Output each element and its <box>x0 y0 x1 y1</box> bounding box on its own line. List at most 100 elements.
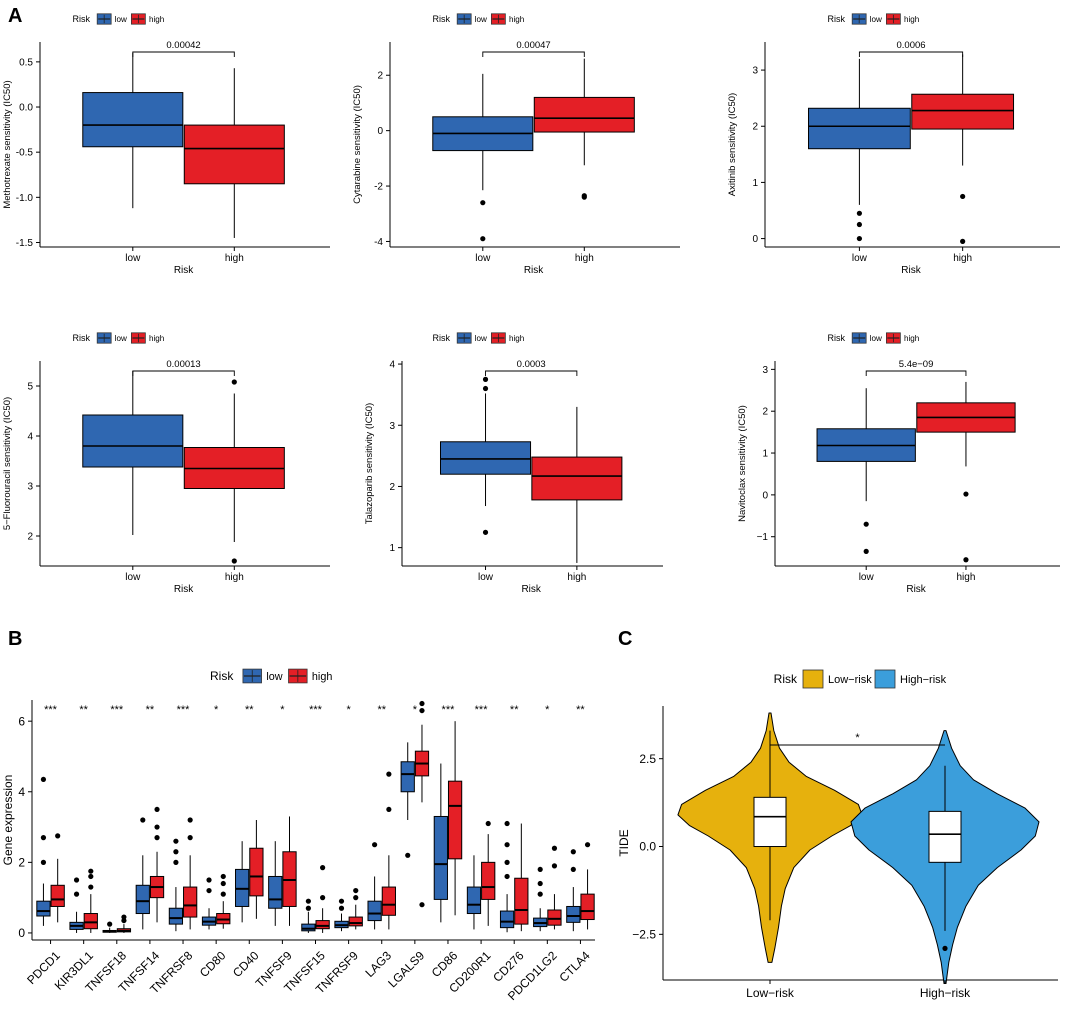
chart-talazoparib-legend: Risk low high <box>433 332 524 344</box>
gene-TNFRSF9-box-high-outlier <box>353 895 359 901</box>
chart-navitoclax-box-low-outlier <box>863 521 869 527</box>
gene-LGALS9-box-high-outlier <box>419 700 425 707</box>
chart-methotrexate-y-tick-label: -0.5 <box>16 148 34 159</box>
gene-TNFRSF9-box-high-iqr-box <box>348 916 363 927</box>
chart-tide-box-low-risk <box>753 730 787 921</box>
chart-checkpoints-legend: Risk low high <box>210 668 332 684</box>
gene-TNFSF15-box-high-outlier <box>320 865 326 871</box>
chart-fluorouracil-y-tick-label: 4 <box>27 432 33 443</box>
chart-fluorouracil-legend-label-low: low <box>115 334 127 343</box>
chart-cytarabine-x-axis-title: Risk <box>524 265 544 276</box>
chart-cytarabine-x-tick-label: high <box>575 253 594 264</box>
gene-PDCD1-significance: *** <box>44 704 58 716</box>
gene-TNFSF9-box-low-iqr-box <box>268 875 283 909</box>
chart-axitinib-legend-key-low <box>851 13 867 25</box>
gene-TNFRSF8-box-high <box>183 817 198 930</box>
gene-CD200R1-box-high-outlier <box>485 820 491 827</box>
chart-cytarabine-y-tick-label: -4 <box>374 237 383 248</box>
chart-talazoparib-y-tick-label: 4 <box>389 360 395 371</box>
gene-KIR3DL1-box-high <box>83 868 98 933</box>
chart-fluorouracil-y-axis-title: 5−Fluorouracil sensitivity (IC50) <box>2 397 13 530</box>
gene-TNFSF15-box-high-outlier <box>320 895 326 901</box>
chart-checkpoints-legend-label-low: low <box>266 671 282 683</box>
chart-methotrexate-legend-label-high: high <box>149 15 164 24</box>
gene-PDCD1LG2-box-low <box>533 866 548 932</box>
gene-PDCD1-box-low-outlier <box>40 776 47 783</box>
chart-axitinib-box-low <box>808 58 911 242</box>
gene-TNFRSF9-box-high <box>348 887 363 930</box>
chart-talazoparib-legend-label-low: low <box>475 334 487 343</box>
chart-navitoclax-box-high-outlier <box>963 557 969 563</box>
chart-tide-significance-label: * <box>855 732 860 744</box>
chart-cytarabine-box-high <box>533 58 635 200</box>
chart-methotrexate-box-high <box>183 68 285 238</box>
chart-talazoparib-p-value: 0.0003 <box>517 359 546 370</box>
panel-label-a: A <box>8 5 22 27</box>
chart-axitinib-x-tick-label: low <box>852 253 868 264</box>
gene-CD86-significance: *** <box>442 704 456 716</box>
gene-TNFRSF8-box-low <box>168 838 184 932</box>
chart-fluorouracil-legend-title: Risk <box>73 333 91 343</box>
chart-talazoparib-box-low <box>439 376 532 535</box>
gene-KIR3DL1-box-low-outlier <box>73 891 80 897</box>
chart-fluorouracil-x-axis-title: Risk <box>174 584 194 595</box>
gene-TNFSF15-box-low-outlier <box>305 898 311 904</box>
chart-cytarabine-significance-bracket: 0.00047 <box>482 40 585 57</box>
chart-fluorouracil-box-high <box>183 379 285 564</box>
chart-navitoclax: 3 2 1 0 −1 low high Risk Navitoclax sensitivity … <box>737 359 1060 595</box>
chart-checkpoints-y-tick-label: 6 <box>18 714 25 728</box>
chart-tide-box-high-risk-outlier <box>942 945 948 951</box>
chart-tide-legend-label-low-risk: Low−risk <box>828 674 872 686</box>
gene-group-LGALS9: * LGALS9 <box>385 700 430 990</box>
chart-axitinib-box-low-iqr-box <box>808 107 911 150</box>
gene-CTLA4-box-high <box>580 842 595 930</box>
gene-TNFSF9-significance: * <box>280 704 285 716</box>
chart-tide-y-tick-label: 2.5 <box>639 752 656 766</box>
chart-talazoparib-legend-title: Risk <box>433 333 451 343</box>
chart-axitinib-y-axis-title: Axitinib sensitivity (IC50) <box>727 93 738 196</box>
chart-talazoparib-significance-bracket: 0.0003 <box>485 359 578 376</box>
gene-LGALS9-box-high <box>414 700 430 908</box>
gene-LAG3-significance: ** <box>377 704 386 716</box>
chart-tide-y-axis-title: TIDE <box>617 829 631 856</box>
chart-talazoparib-legend-label-high: high <box>509 334 524 343</box>
chart-cytarabine-y-tick-label: -2 <box>374 182 383 193</box>
gene-KIR3DL1-box-high-iqr-box <box>83 913 98 930</box>
gene-PDCD1LG2-box-low-outlier <box>537 880 543 887</box>
chart-cytarabine-p-value: 0.00047 <box>516 40 550 51</box>
chart-axitinib-legend-label-high: high <box>904 15 919 24</box>
gene-CD80-significance: * <box>214 704 219 716</box>
gene-CD80-box-high-outlier <box>220 880 226 887</box>
gene-CTLA4-significance: ** <box>576 704 585 716</box>
gene-LAG3-box-low-outlier <box>372 842 378 848</box>
chart-fluorouracil-y-tick-label: 2 <box>27 532 33 543</box>
gene-PDCD1-box-low-outlier <box>40 859 47 865</box>
gene-CD276-box-low-outlier <box>504 859 510 865</box>
chart-methotrexate-y-axis-title: Methotrexate sensitivity (IC50) <box>2 80 13 208</box>
gene-CD200R1-significance: *** <box>475 704 489 716</box>
gene-CD40-significance: ** <box>245 704 254 716</box>
chart-axitinib-x-axis-title: Risk <box>901 265 921 276</box>
chart-methotrexate-box-high-iqr-box <box>183 124 285 185</box>
chart-tide-x-tick-label: High−risk <box>920 986 971 1000</box>
gene-LAG3-box-high-outlier <box>386 771 392 777</box>
chart-navitoclax-y-tick-label: 2 <box>762 407 768 418</box>
gene-TNFRSF8-box-high-iqr-box <box>183 886 198 918</box>
gene-CD276-box-low <box>499 820 515 933</box>
gene-CD86-box-high <box>447 721 463 916</box>
gene-CTLA4-x-tick-label: CTLA4 <box>556 948 593 985</box>
chart-fluorouracil-y-tick-label: 3 <box>27 482 33 493</box>
chart-navitoclax-y-tick-label: 3 <box>762 365 768 376</box>
gene-TNFRSF9-significance: * <box>346 704 351 716</box>
chart-cytarabine-x-tick-label: low <box>475 253 491 264</box>
gene-LAG3-box-high-iqr-box <box>381 886 396 916</box>
gene-TNFSF15-box-high <box>315 865 330 933</box>
chart-cytarabine-legend: Risk low high <box>433 13 524 25</box>
gene-TNFRSF8-box-high-outlier <box>187 835 193 841</box>
chart-methotrexate-y-tick-label: -1.0 <box>16 193 34 204</box>
gene-group-TNFSF18: ***TNFSF18 <box>82 704 132 995</box>
chart-navitoclax-box-low-outlier <box>863 548 869 554</box>
chart-methotrexate-box-low <box>82 52 184 209</box>
chart-axitinib-bracket-line <box>858 51 964 57</box>
gene-PDCD1LG2-significance: * <box>545 704 550 716</box>
